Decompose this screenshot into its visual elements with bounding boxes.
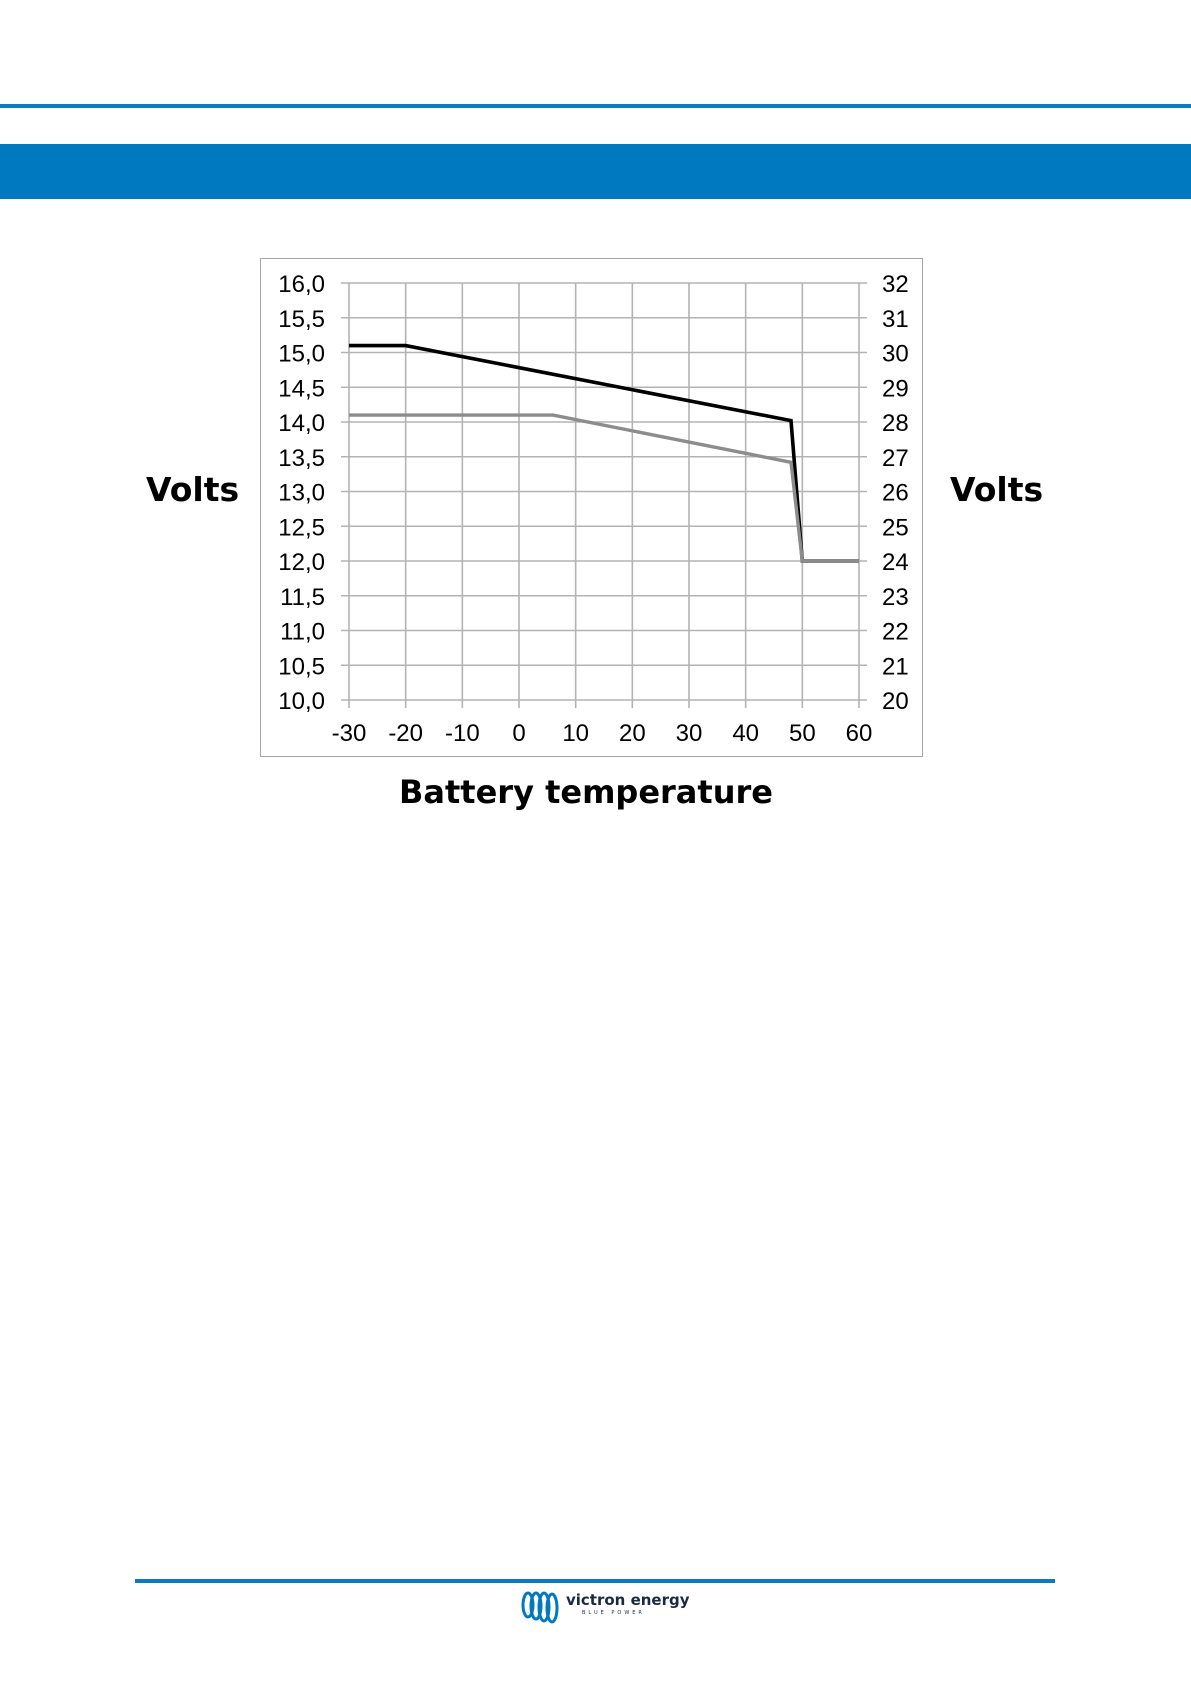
y2-tick-label: 25 bbox=[882, 514, 909, 541]
y-tick-label: 16,0 bbox=[278, 271, 325, 298]
x-tick-label: -30 bbox=[332, 720, 367, 747]
grid-lines bbox=[341, 282, 867, 708]
y2-tick-label: 22 bbox=[882, 619, 909, 646]
y-tick-label: 14,0 bbox=[278, 410, 325, 437]
y-tick-label: 12,0 bbox=[278, 549, 325, 576]
x-tick-label: 0 bbox=[512, 720, 525, 747]
y2-tick-label: 27 bbox=[882, 445, 909, 472]
y2-tick-label: 24 bbox=[882, 549, 909, 576]
y2-tick-label: 28 bbox=[882, 410, 909, 437]
brand-tagline: BLUE POWER bbox=[582, 1610, 645, 1616]
y2-tick-label: 32 bbox=[882, 271, 909, 298]
footer-rule bbox=[135, 1579, 1055, 1583]
x-tick-label: 40 bbox=[732, 720, 759, 747]
y-tick-label: 12,5 bbox=[278, 514, 325, 541]
series-line-1 bbox=[349, 343, 859, 563]
x-tick-label: 50 bbox=[789, 720, 816, 747]
y-tick-label: 13,0 bbox=[278, 480, 325, 507]
y-tick-label: 14,5 bbox=[278, 375, 325, 402]
tick-labels: -30 -20 -10 0 10 20 30 40 50 60 10,0 20 10,5 21 11,0 22… bbox=[278, 271, 908, 747]
y-tick-label: 15,0 bbox=[278, 341, 325, 368]
brand-name: victron energy bbox=[566, 1591, 690, 1609]
x-tick-label: -20 bbox=[388, 720, 423, 747]
x-tick-label: -10 bbox=[445, 720, 480, 747]
x-tick-label: 60 bbox=[846, 720, 873, 747]
x-tick-label: 10 bbox=[562, 720, 589, 747]
y-tick-label: 10,0 bbox=[278, 688, 325, 715]
series-lines bbox=[349, 343, 859, 563]
right-axis-label: Volts bbox=[950, 470, 1044, 509]
header-rule bbox=[0, 104, 1191, 108]
victron-swirl-icon bbox=[521, 1591, 559, 1624]
y2-tick-label: 31 bbox=[882, 306, 909, 333]
x-axis-title: Battery temperature bbox=[399, 773, 773, 811]
x-tick-label: 30 bbox=[676, 720, 703, 747]
y2-tick-label: 21 bbox=[882, 653, 909, 680]
y2-tick-label: 26 bbox=[882, 480, 909, 507]
y2-tick-label: 20 bbox=[882, 688, 909, 715]
y-tick-label: 10,5 bbox=[278, 653, 325, 680]
chart-frame bbox=[260, 258, 923, 757]
y-tick-label: 13,5 bbox=[278, 445, 325, 472]
left-axis-label: Volts bbox=[146, 470, 240, 509]
y-tick-label: 11,5 bbox=[280, 584, 325, 611]
series-line-2 bbox=[349, 413, 859, 563]
y-tick-label: 15,5 bbox=[278, 306, 325, 333]
y2-tick-label: 23 bbox=[882, 584, 909, 611]
x-tick-label: 20 bbox=[619, 720, 646, 747]
victron-logo: victron energy BLUE POWER bbox=[520, 1589, 690, 1625]
y2-tick-label: 29 bbox=[882, 375, 909, 402]
section-header-band bbox=[0, 144, 1191, 199]
y2-tick-label: 30 bbox=[882, 341, 909, 368]
y-tick-label: 11,0 bbox=[280, 619, 325, 646]
